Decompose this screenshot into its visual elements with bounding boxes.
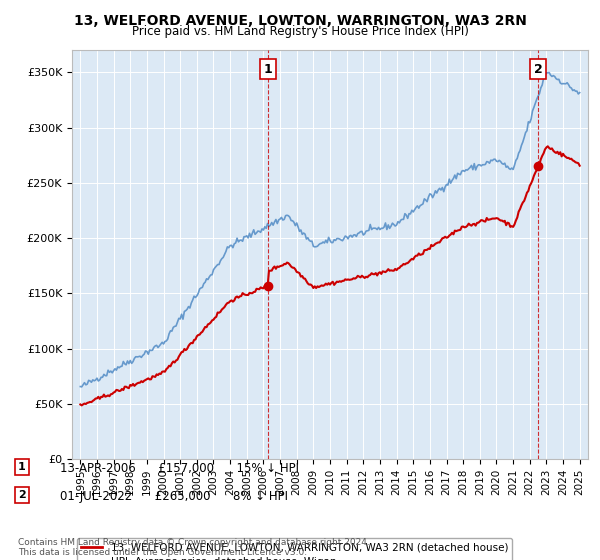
Text: 1: 1 — [18, 462, 26, 472]
Text: 13-APR-2006      £157,000      15% ↓ HPI: 13-APR-2006 £157,000 15% ↓ HPI — [60, 462, 299, 475]
Text: 1: 1 — [264, 63, 272, 76]
Text: 2: 2 — [18, 490, 26, 500]
Text: Contains HM Land Registry data © Crown copyright and database right 2024.
This d: Contains HM Land Registry data © Crown c… — [18, 538, 370, 557]
Legend: 13, WELFORD AVENUE, LOWTON, WARRINGTON, WA3 2RN (detached house), HPI: Average p: 13, WELFORD AVENUE, LOWTON, WARRINGTON, … — [77, 538, 512, 560]
Text: 01-JUL-2022      £265,000      8% ↓ HPI: 01-JUL-2022 £265,000 8% ↓ HPI — [60, 490, 288, 503]
Text: 2: 2 — [533, 63, 542, 76]
Text: Price paid vs. HM Land Registry's House Price Index (HPI): Price paid vs. HM Land Registry's House … — [131, 25, 469, 38]
Text: 13, WELFORD AVENUE, LOWTON, WARRINGTON, WA3 2RN: 13, WELFORD AVENUE, LOWTON, WARRINGTON, … — [74, 14, 526, 28]
